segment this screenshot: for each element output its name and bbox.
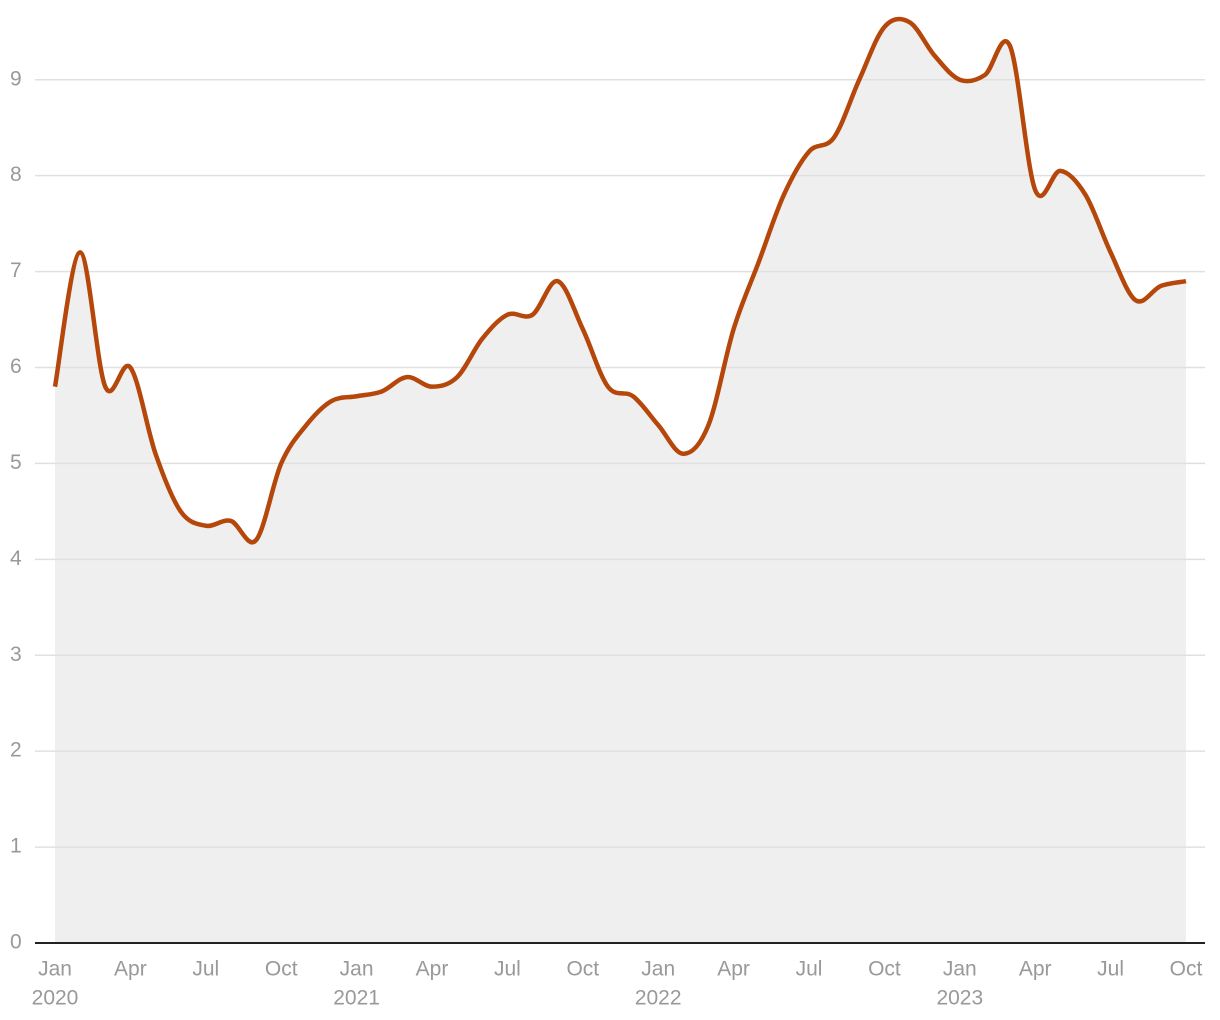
x-tick-label: Jan [943, 958, 977, 981]
x-tick-label: Oct [1170, 958, 1203, 981]
x-tick-label: Oct [566, 958, 599, 981]
y-tick-label: 2 [10, 739, 22, 762]
x-tick-year: 2023 [936, 987, 983, 1010]
y-tick-label: 7 [10, 259, 22, 282]
y-tick-label: 8 [10, 163, 22, 186]
x-tick-label: Jul [1097, 958, 1124, 981]
x-tick-label: Apr [717, 958, 750, 981]
x-tick-label: Jan [38, 958, 72, 981]
x-tick-year: 2021 [333, 987, 380, 1010]
x-tick-year: 2022 [635, 987, 682, 1010]
y-tick-label: 1 [10, 835, 22, 858]
y-tick-label: 3 [10, 643, 22, 666]
x-tick-label: Oct [868, 958, 901, 981]
y-tick-label: 4 [10, 547, 22, 570]
x-tick-label: Jul [796, 958, 823, 981]
y-tick-label: 6 [10, 355, 22, 378]
x-tick-label: Jul [494, 958, 521, 981]
x-tick-label: Jan [340, 958, 374, 981]
line [52, 16, 1187, 545]
y-tick-label: 9 [10, 67, 22, 90]
y-tick-label: 0 [10, 931, 22, 954]
y-tick-label: 5 [10, 451, 22, 474]
x-tick-label: Apr [1019, 958, 1052, 981]
x-tick-year: 2020 [32, 987, 79, 1010]
x-tick-label: Jan [641, 958, 675, 981]
x-tick-label: Jul [192, 958, 219, 981]
area [55, 19, 1186, 944]
x-tick-label: Apr [114, 958, 147, 981]
x-tick-label: Apr [416, 958, 449, 981]
x-tick-label: Oct [265, 958, 298, 981]
